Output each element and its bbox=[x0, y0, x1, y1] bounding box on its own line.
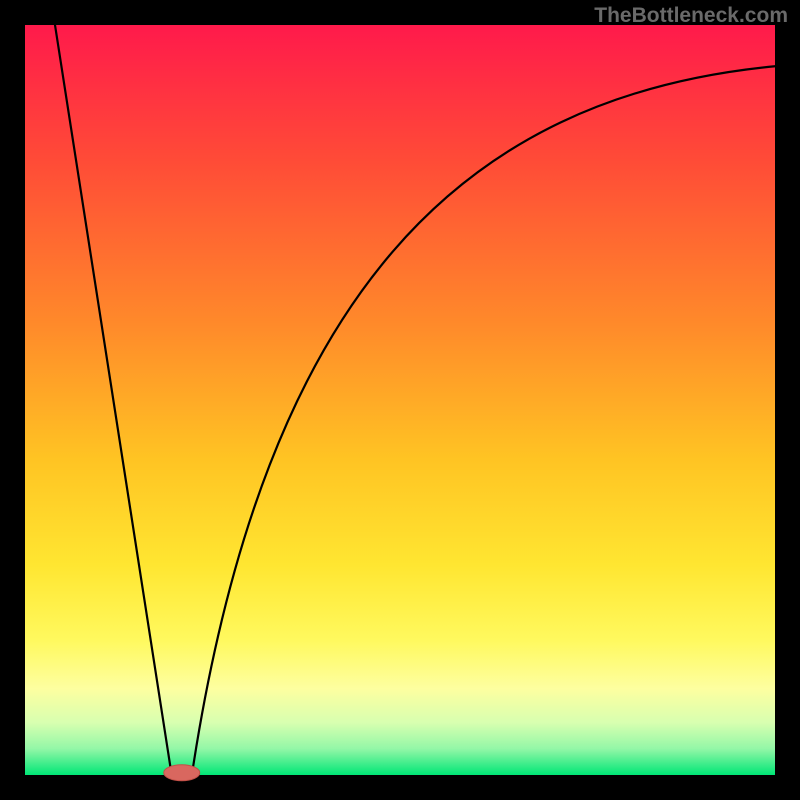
optimal-marker bbox=[164, 765, 200, 781]
gradient-background bbox=[25, 25, 775, 775]
chart-root: { "attribution": { "text": "TheBottlenec… bbox=[0, 0, 800, 800]
bottleneck-chart bbox=[0, 0, 800, 800]
attribution-text: TheBottleneck.com bbox=[594, 4, 788, 28]
